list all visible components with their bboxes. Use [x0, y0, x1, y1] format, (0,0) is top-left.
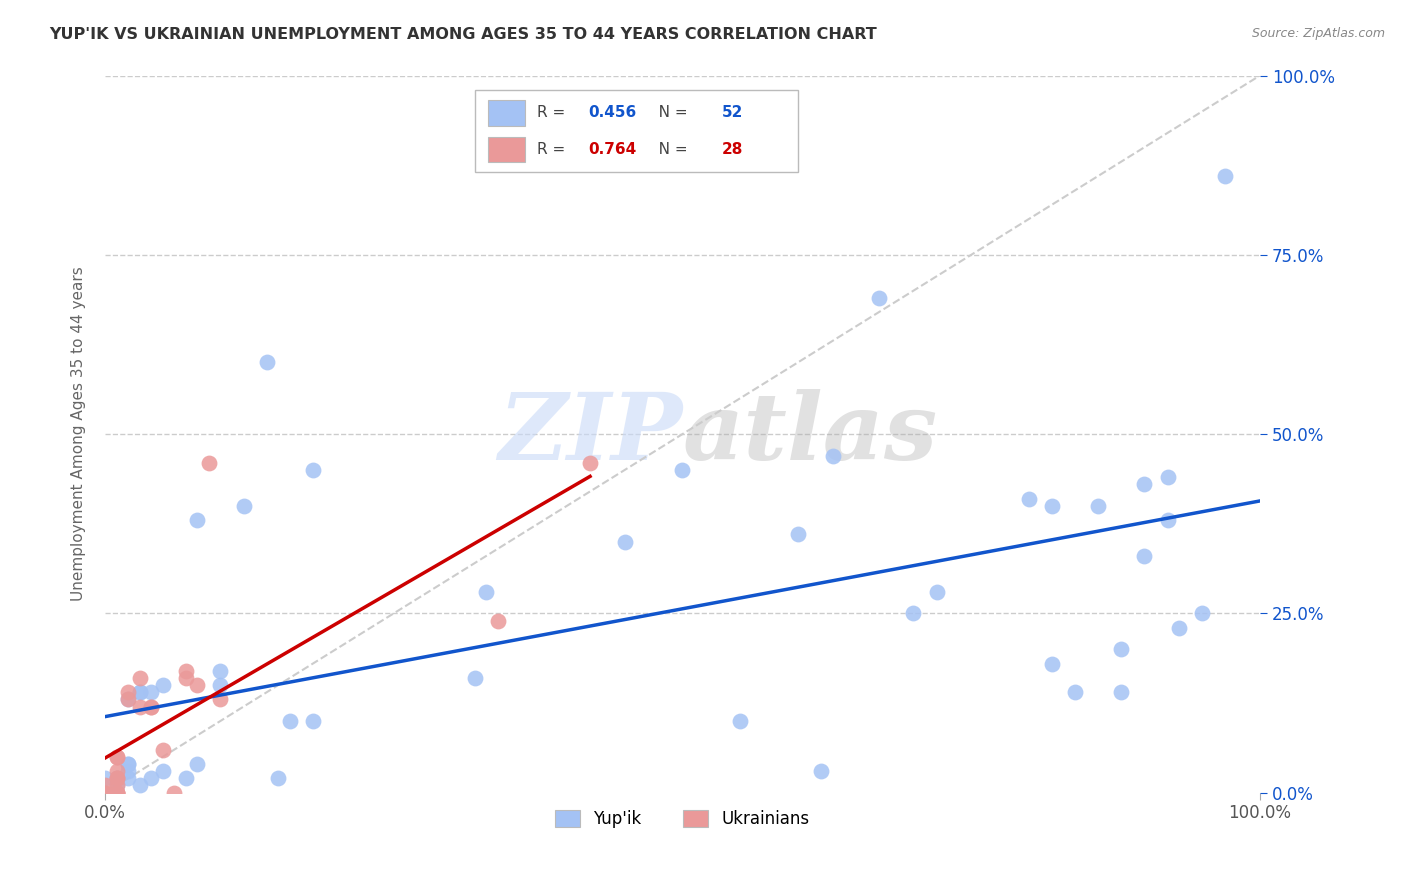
Point	[152, 742, 174, 756]
Point	[464, 671, 486, 685]
Point	[117, 685, 139, 699]
Legend: Yup'ik, Ukrainians: Yup'ik, Ukrainians	[548, 803, 817, 835]
Bar	[475, 90, 799, 172]
Point	[1111, 685, 1133, 699]
Point	[128, 671, 150, 685]
Point	[94, 772, 117, 786]
Point	[1168, 621, 1191, 635]
Point	[105, 772, 128, 786]
Point	[1133, 477, 1156, 491]
Point	[787, 527, 810, 541]
Point	[1191, 607, 1213, 621]
Point	[278, 714, 301, 728]
Point	[209, 678, 232, 692]
Point	[1156, 513, 1178, 527]
Point	[105, 779, 128, 793]
Point	[302, 463, 325, 477]
Point	[152, 678, 174, 692]
Point	[141, 699, 163, 714]
Point	[117, 756, 139, 771]
Point	[141, 772, 163, 786]
Point	[105, 772, 128, 786]
Point	[94, 786, 117, 800]
Y-axis label: Unemployment Among Ages 35 to 44 years: Unemployment Among Ages 35 to 44 years	[72, 267, 86, 601]
Point	[128, 779, 150, 793]
Point	[868, 291, 890, 305]
Point	[105, 786, 128, 800]
Bar	[488, 136, 526, 161]
Point	[1156, 470, 1178, 484]
Text: 0.456: 0.456	[588, 105, 636, 120]
Point	[302, 714, 325, 728]
Point	[1040, 499, 1063, 513]
Text: N =: N =	[644, 105, 693, 120]
Point	[141, 699, 163, 714]
Text: 52: 52	[721, 105, 744, 120]
Point	[486, 614, 509, 628]
Point	[94, 786, 117, 800]
Point	[128, 699, 150, 714]
Point	[152, 764, 174, 779]
Point	[141, 685, 163, 699]
Point	[256, 355, 278, 369]
Point	[128, 685, 150, 699]
Point	[117, 692, 139, 706]
Point	[475, 585, 498, 599]
Point	[117, 756, 139, 771]
Point	[671, 463, 693, 477]
Point	[1213, 169, 1236, 183]
Point	[186, 513, 208, 527]
Point	[105, 772, 128, 786]
Text: R =: R =	[537, 142, 569, 157]
Point	[232, 499, 254, 513]
Point	[613, 534, 636, 549]
Point	[198, 456, 221, 470]
Point	[105, 786, 128, 800]
Text: atlas: atlas	[682, 389, 938, 479]
Bar	[488, 101, 526, 126]
Point	[105, 772, 128, 786]
Point	[1087, 499, 1109, 513]
Point	[186, 756, 208, 771]
Point	[105, 786, 128, 800]
Point	[128, 685, 150, 699]
Point	[1133, 549, 1156, 563]
Point	[105, 749, 128, 764]
Point	[1111, 642, 1133, 657]
Text: 28: 28	[721, 142, 744, 157]
Point	[925, 585, 948, 599]
Point	[105, 764, 128, 779]
Point	[117, 772, 139, 786]
Text: R =: R =	[537, 105, 569, 120]
Point	[163, 786, 186, 800]
Point	[174, 671, 197, 685]
Point	[209, 692, 232, 706]
Point	[267, 772, 290, 786]
Point	[728, 714, 751, 728]
Text: ZIP: ZIP	[498, 389, 682, 479]
Point	[579, 456, 602, 470]
Text: Source: ZipAtlas.com: Source: ZipAtlas.com	[1251, 27, 1385, 40]
Text: YUP'IK VS UKRAINIAN UNEMPLOYMENT AMONG AGES 35 TO 44 YEARS CORRELATION CHART: YUP'IK VS UKRAINIAN UNEMPLOYMENT AMONG A…	[49, 27, 877, 42]
Point	[94, 779, 117, 793]
Point	[117, 764, 139, 779]
Point	[105, 779, 128, 793]
Point	[117, 692, 139, 706]
Point	[209, 664, 232, 678]
Point	[903, 607, 925, 621]
Text: 0.764: 0.764	[588, 142, 636, 157]
Point	[1018, 491, 1040, 506]
Point	[105, 786, 128, 800]
Point	[810, 764, 832, 779]
Point	[821, 449, 844, 463]
Point	[1040, 657, 1063, 671]
Point	[174, 664, 197, 678]
Text: N =: N =	[644, 142, 693, 157]
Point	[174, 772, 197, 786]
Point	[186, 678, 208, 692]
Point	[1064, 685, 1087, 699]
Point	[105, 749, 128, 764]
